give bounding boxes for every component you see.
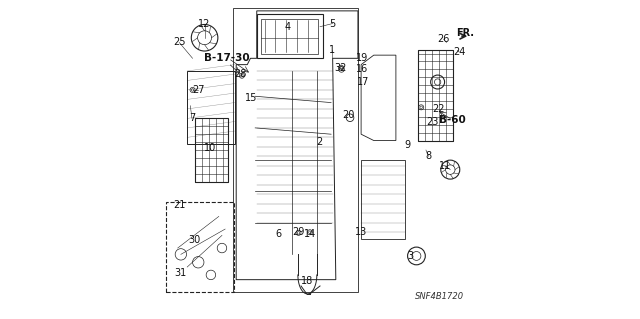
Text: 21: 21 xyxy=(173,200,186,210)
Text: 28: 28 xyxy=(234,69,246,79)
Text: B-60: B-60 xyxy=(440,115,466,125)
Text: 7: 7 xyxy=(189,113,195,123)
Text: FR.: FR. xyxy=(456,28,474,38)
Text: 22: 22 xyxy=(433,104,445,114)
Text: 19: 19 xyxy=(356,53,368,63)
Text: 13: 13 xyxy=(355,227,367,237)
Text: 32: 32 xyxy=(335,63,347,73)
Text: 2: 2 xyxy=(316,137,323,147)
Text: 25: 25 xyxy=(173,38,186,48)
Text: 27: 27 xyxy=(192,85,205,95)
Text: 4: 4 xyxy=(285,22,291,32)
Text: 10: 10 xyxy=(204,144,216,153)
Text: 30: 30 xyxy=(188,234,200,244)
Bar xyxy=(262,19,319,54)
Text: 24: 24 xyxy=(453,47,465,57)
Bar xyxy=(257,14,323,58)
Text: 29: 29 xyxy=(292,227,305,237)
Text: 5: 5 xyxy=(330,19,336,28)
Text: 26: 26 xyxy=(437,34,449,44)
Text: 6: 6 xyxy=(275,229,282,239)
Text: 20: 20 xyxy=(342,110,355,120)
Bar xyxy=(166,202,234,292)
Text: 15: 15 xyxy=(245,93,257,103)
Text: 3: 3 xyxy=(408,251,414,261)
Text: SNF4B1720: SNF4B1720 xyxy=(415,292,464,300)
Text: 16: 16 xyxy=(356,64,368,74)
Text: 17: 17 xyxy=(356,77,369,87)
Bar xyxy=(418,50,453,141)
Text: 1: 1 xyxy=(329,45,335,56)
Text: B-17-30: B-17-30 xyxy=(204,53,250,63)
Text: 9: 9 xyxy=(404,140,410,150)
Text: 11: 11 xyxy=(439,161,451,171)
Text: 12: 12 xyxy=(198,19,211,29)
Text: 23: 23 xyxy=(426,116,438,127)
Text: 8: 8 xyxy=(426,151,431,161)
Bar xyxy=(195,118,228,182)
Text: 14: 14 xyxy=(304,229,316,239)
Text: 18: 18 xyxy=(301,276,313,286)
Text: 31: 31 xyxy=(174,268,186,278)
